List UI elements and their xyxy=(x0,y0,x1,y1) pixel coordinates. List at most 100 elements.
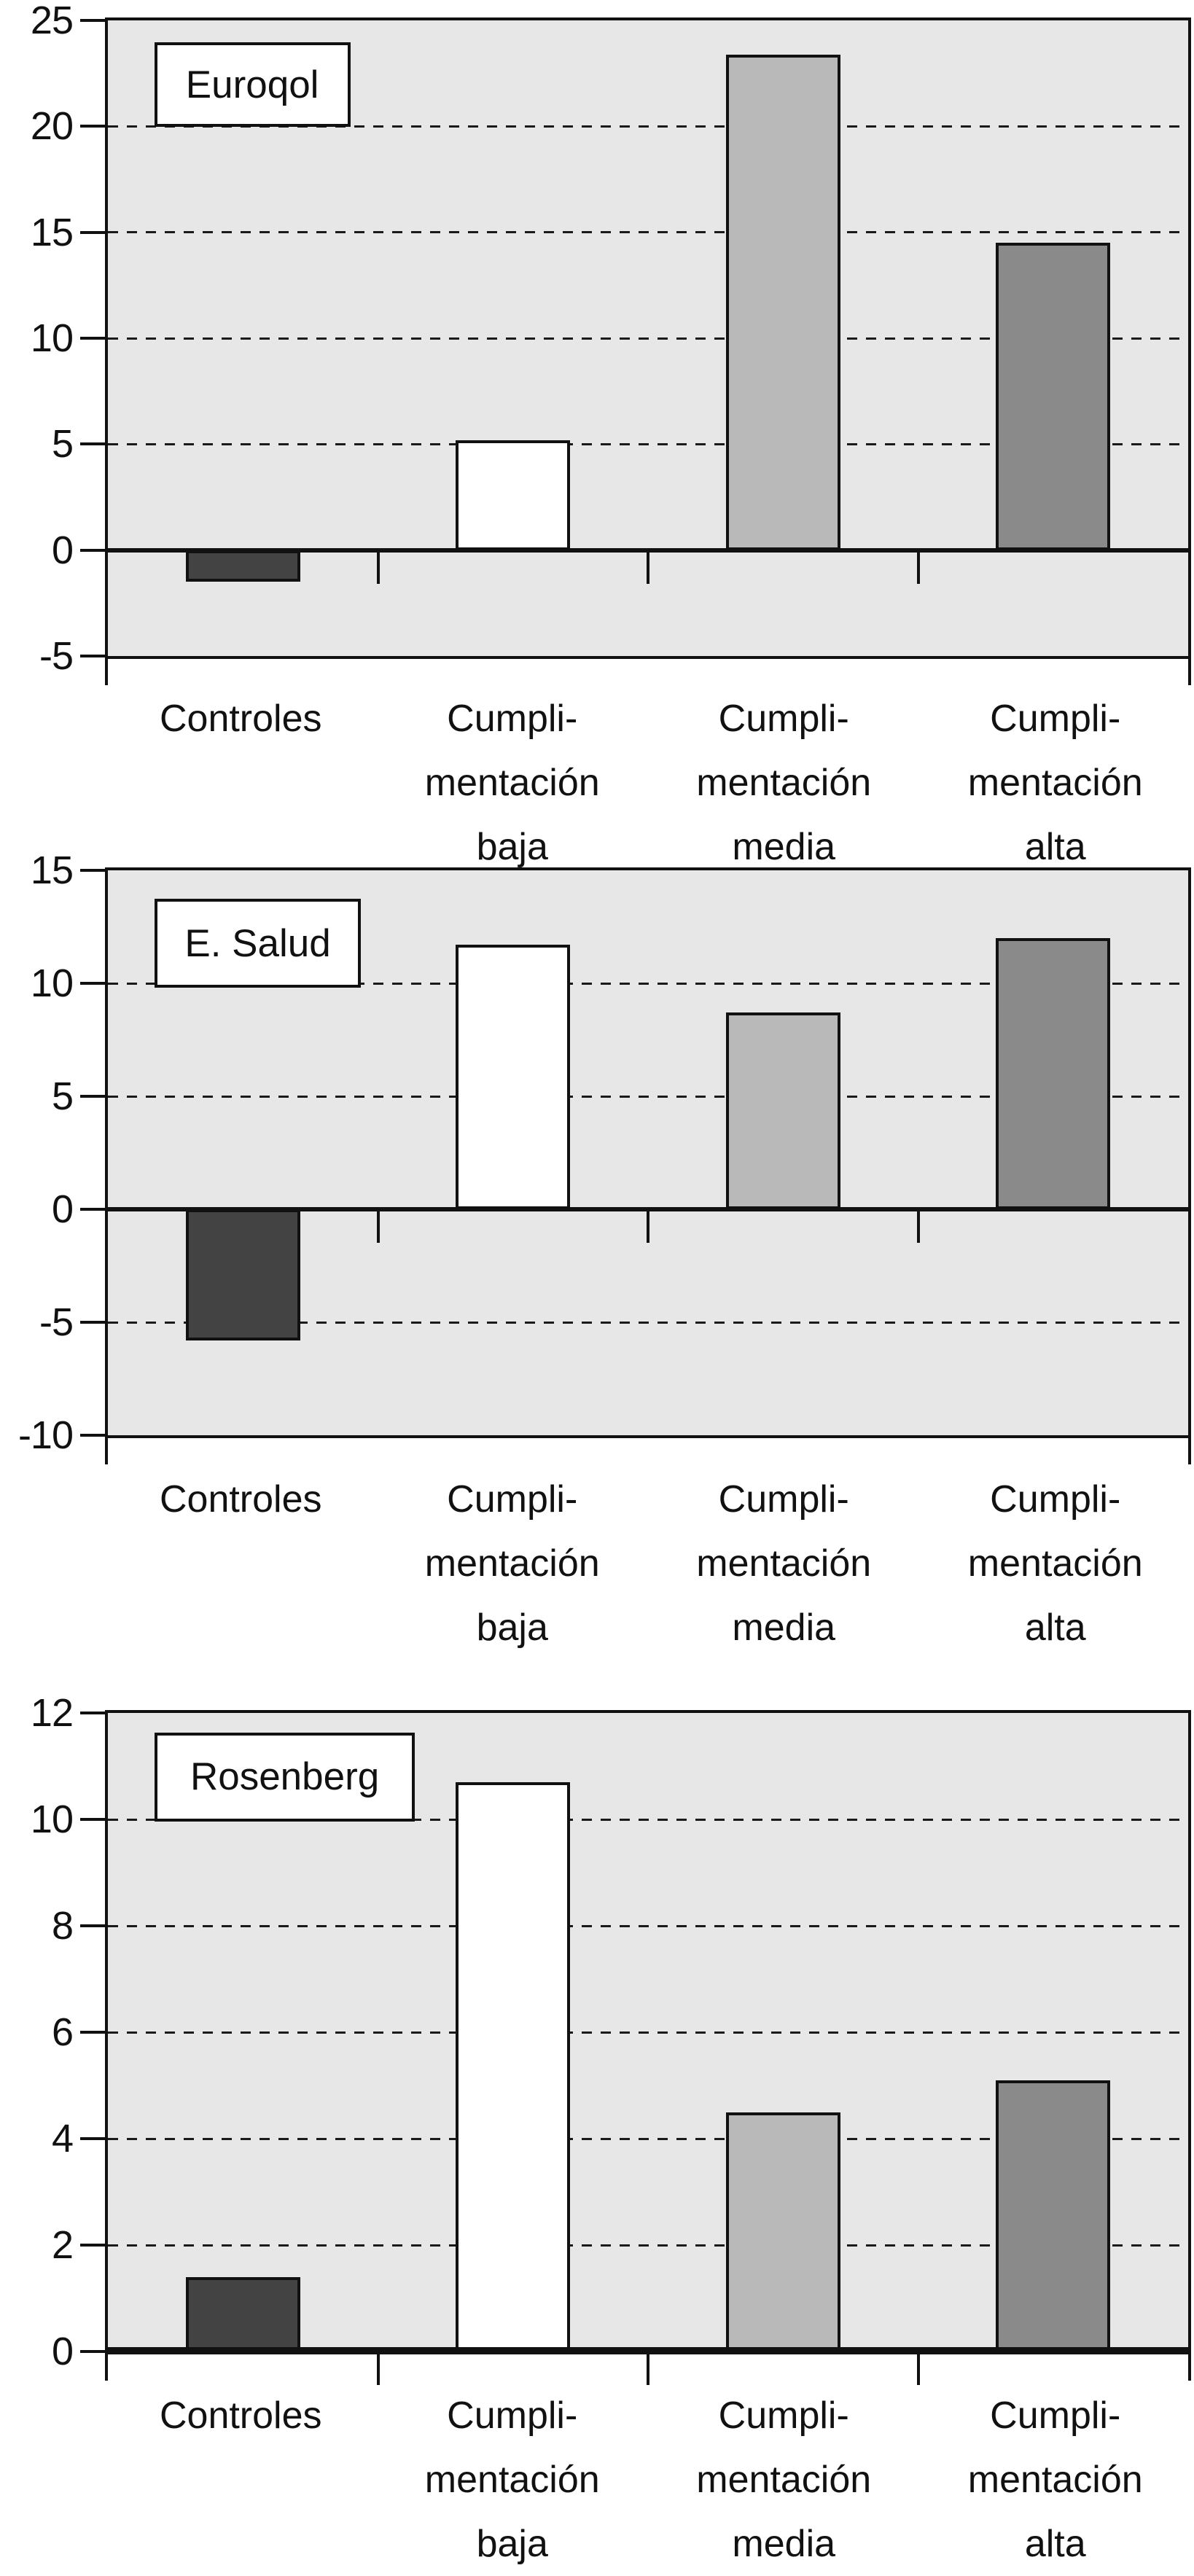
plot-wrap-euroqol: 25 20 15 10 5 0 -5 Euroqol xyxy=(31,0,1191,685)
y-tick--10 xyxy=(80,1434,105,1437)
left-spine-extension xyxy=(105,1435,108,1464)
category-tick xyxy=(647,550,649,584)
x-label-line: Cumpli- xyxy=(990,2394,1121,2437)
x-label-line: Controles xyxy=(159,2394,322,2437)
x-label-line: mentación xyxy=(967,762,1143,804)
y-tick--5 xyxy=(80,655,105,657)
y-tick--5 xyxy=(80,1321,105,1324)
category-tick xyxy=(376,1209,380,1243)
category-tick xyxy=(916,550,920,584)
plot-wrap-e-salud: 15 10 5 0 -5 -10 E. Salud xyxy=(18,848,1191,1464)
right-spine-extension xyxy=(1188,1435,1191,1464)
y-tick-12 xyxy=(80,1712,105,1714)
y-tick-15 xyxy=(80,869,105,872)
y-tick-10 xyxy=(80,982,105,985)
bar-controles xyxy=(185,1209,300,1340)
x-label-line: Cumpli- xyxy=(718,698,849,740)
x-axis-labels-euroqol: Controles Cumpli-mentación baja Cumpli-ment… xyxy=(105,659,1192,868)
gridline-10 xyxy=(108,337,1188,340)
y-tick-label-0: 0 xyxy=(51,1187,74,1231)
y-tick-label-4: 4 xyxy=(51,2117,74,2161)
x-label-alta: Cumpli-mentación alta xyxy=(920,687,1192,868)
gridline-20 xyxy=(108,125,1188,128)
y-tick-0 xyxy=(80,2350,105,2353)
x-label-alta: Cumpli-mentación alta xyxy=(920,2384,1192,2565)
bar-controles xyxy=(185,550,300,582)
y-tick-2 xyxy=(80,2244,105,2247)
gridline-5 xyxy=(108,442,1188,445)
chart-e-salud: 15 10 5 0 -5 -10 E. Salud Controles Cumpli-ment… xyxy=(0,848,1194,1710)
category-tick xyxy=(916,1209,920,1243)
x-label-media: Cumpli-mentación media xyxy=(648,1467,920,1710)
category-tick xyxy=(916,2351,920,2385)
y-tick-0 xyxy=(80,548,105,552)
y-tick-5 xyxy=(80,442,105,446)
chart-title-box-euroqol: Euroqol xyxy=(154,42,351,128)
bar-alta xyxy=(996,2080,1111,2351)
gridline-15 xyxy=(108,231,1188,234)
x-label-line: mentación xyxy=(424,2459,600,2501)
zero-axis-line xyxy=(108,1207,1188,1211)
y-tick-label--5: -5 xyxy=(39,634,74,678)
x-label-line: Cumpli- xyxy=(447,698,578,740)
gridline--5 xyxy=(108,1321,1188,1324)
x-label-alta: Cumpli-mentación alta xyxy=(920,1467,1192,1710)
right-spine-extension xyxy=(1188,656,1191,685)
x-axis-labels-e-salud: Controles Cumpli-mentación baja Cumpli-ment… xyxy=(105,1438,1191,1710)
bar-controles xyxy=(185,2276,300,2351)
x-label-line: Cumpli- xyxy=(990,1478,1121,1521)
bar-baja xyxy=(456,945,571,1209)
y-tick-label-20: 20 xyxy=(30,104,74,149)
x-label-baja: Cumpli-mentación baja xyxy=(377,1467,649,1710)
x-label-baja: Cumpli-mentación baja xyxy=(377,687,649,868)
chart-rosenberg: 12 10 8 6 4 2 0 Rosenberg Controles Cumpli-menta… xyxy=(0,1691,1194,2565)
x-label-controles: Controles xyxy=(105,687,377,867)
x-label-line: Cumpli- xyxy=(718,2394,849,2437)
x-label-line: baja xyxy=(476,826,548,868)
y-tick-6 xyxy=(80,2031,105,2034)
y-tick-label-12: 12 xyxy=(30,1691,74,1735)
left-spine-extension xyxy=(105,656,108,685)
y-tick-label-15: 15 xyxy=(30,848,74,892)
gridline-5 xyxy=(108,1095,1188,1098)
x-label-controles: Controles xyxy=(105,2384,377,2526)
y-tick-10 xyxy=(80,1818,105,1821)
zero-axis-line xyxy=(108,2347,1188,2351)
x-label-line: Cumpli- xyxy=(718,1478,849,1521)
y-tick-label-6: 6 xyxy=(51,2010,74,2054)
bar-media xyxy=(725,2112,840,2351)
bar-media xyxy=(725,1012,840,1209)
plot-wrap-rosenberg: 12 10 8 6 4 2 0 Rosenberg xyxy=(31,1691,1191,2385)
gridline-10 xyxy=(108,1818,1188,1821)
x-label-line: baja xyxy=(476,2523,548,2565)
y-tick-label-0: 0 xyxy=(51,528,74,572)
y-tick-8 xyxy=(80,1924,105,1927)
bar-baja xyxy=(456,1781,571,2351)
y-tick-label-2: 2 xyxy=(51,2223,74,2267)
x-label-line: Cumpli- xyxy=(447,2394,578,2437)
plot-area-e-salud: 15 10 5 0 -5 -10 E. Salud xyxy=(18,848,1191,1464)
y-tick-label-8: 8 xyxy=(51,1904,74,1948)
x-label-line: alta xyxy=(1024,1607,1086,1649)
x-label-media: Cumpli-mentación media xyxy=(648,687,920,868)
category-tick xyxy=(376,2351,380,2385)
y-tick-label-15: 15 xyxy=(30,210,74,254)
bar-media xyxy=(725,54,840,550)
x-label-line: alta xyxy=(1024,2523,1086,2565)
x-label-line: baja xyxy=(476,1607,548,1649)
y-tick-label--5: -5 xyxy=(39,1300,74,1344)
category-tick xyxy=(647,1209,649,1243)
y-tick-label-10: 10 xyxy=(30,1798,74,1841)
category-tick xyxy=(647,2351,649,2385)
x-label-line: mentación xyxy=(696,1542,872,1585)
x-label-line: Controles xyxy=(159,1478,322,1521)
bar-alta xyxy=(996,938,1111,1209)
y-tick-label-10: 10 xyxy=(30,316,74,360)
plot-area-rosenberg: 12 10 8 6 4 2 0 Rosenberg xyxy=(31,1691,1191,2385)
y-tick-4 xyxy=(80,2137,105,2140)
y-tick-0 xyxy=(80,1208,105,1211)
x-label-line: alta xyxy=(1024,826,1086,868)
x-label-line: mentación xyxy=(696,2459,872,2501)
x-label-line: mentación xyxy=(967,2459,1143,2501)
